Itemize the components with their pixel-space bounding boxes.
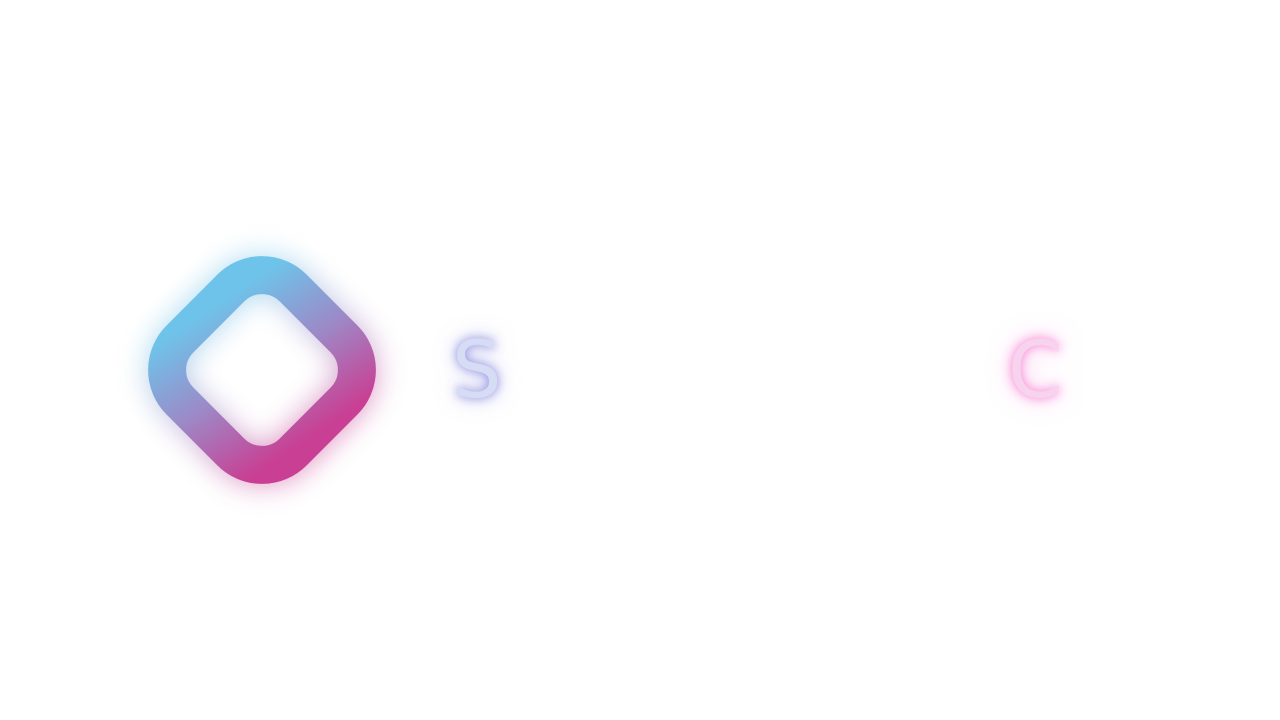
- rounded-diamond-ring-icon: [112, 220, 412, 520]
- logo-ring-svg: [147, 255, 377, 485]
- brand-letter-s: S: [452, 326, 502, 416]
- brand-letter-c: C: [1008, 326, 1063, 416]
